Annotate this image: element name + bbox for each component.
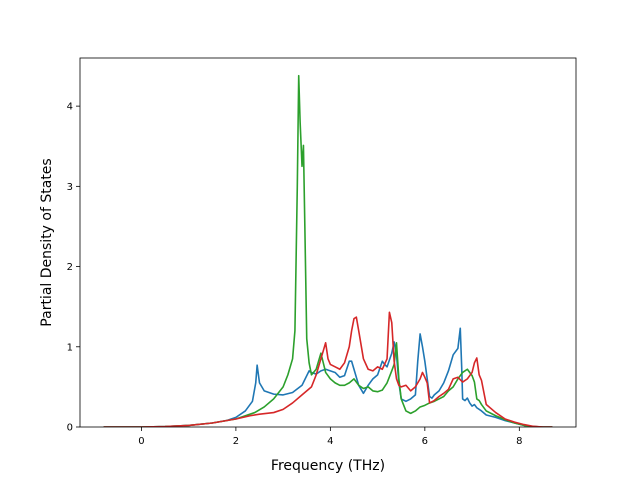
x-tick-label: 4 <box>327 436 333 447</box>
series-line-3 <box>103 311 553 427</box>
y-axis-ticks: 0 1 2 3 4 <box>67 102 80 434</box>
x-axis-title: Frequency (THz) <box>271 458 385 474</box>
x-tick-label: 8 <box>516 436 522 447</box>
x-axis-ticks: 0 2 4 6 8 <box>138 427 523 447</box>
y-tick-label: 0 <box>67 423 73 434</box>
y-tick-label: 4 <box>67 102 73 113</box>
y-tick-label: 1 <box>67 342 73 353</box>
x-tick-label: 2 <box>233 436 239 447</box>
y-tick-label: 2 <box>67 262 73 273</box>
y-axis-title: Partial Density of States <box>39 158 55 326</box>
x-tick-label: 6 <box>422 436 428 447</box>
series-line-2 <box>103 74 553 427</box>
plot-area <box>103 74 553 427</box>
axes-frame <box>79 57 577 428</box>
x-tick-label: 0 <box>138 436 144 447</box>
y-tick-label: 3 <box>67 182 73 193</box>
